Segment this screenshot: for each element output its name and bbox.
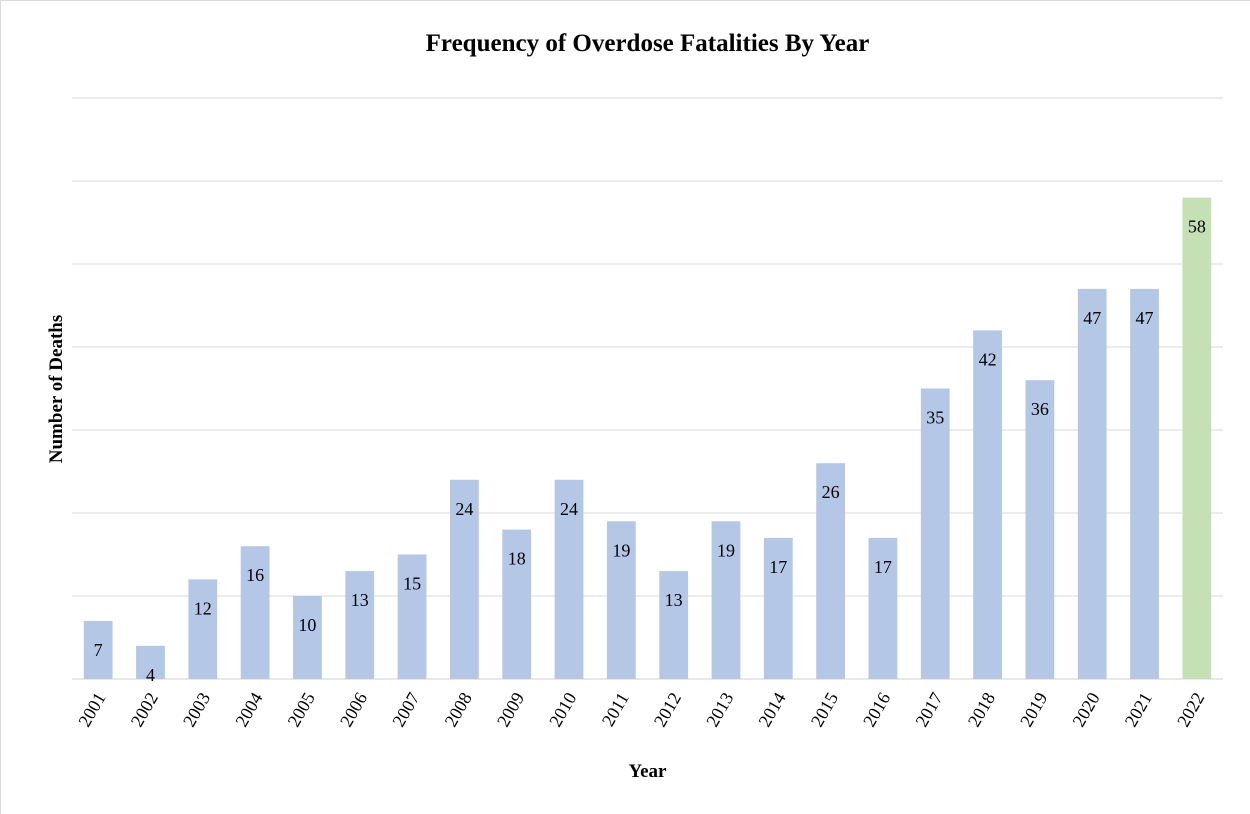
- bar-2020: [1077, 288, 1107, 679]
- x-axis-title: Year: [629, 761, 668, 782]
- data-label-2015: 26: [822, 482, 840, 502]
- bar-2015: [816, 463, 846, 679]
- data-label-2011: 19: [612, 540, 630, 560]
- x-tick-label-2020: 2020: [1068, 689, 1103, 730]
- data-labels: 7 4 12 16 10 13 15 24 18 24 19 13 19 17 26 17 35 42 36 47 47…: [94, 217, 1206, 685]
- bar-2007: [397, 554, 427, 679]
- bar-2010: [554, 479, 584, 679]
- x-tick-label-2021: 2021: [1121, 689, 1156, 730]
- data-label-2019: 36: [1031, 399, 1049, 419]
- x-tick-label-2016: 2016: [859, 689, 894, 730]
- x-tick-label-2007: 2007: [388, 689, 423, 730]
- bar-2018: [973, 330, 1002, 679]
- bar-2021: [1130, 288, 1159, 679]
- x-tick-label-2004: 2004: [231, 689, 266, 730]
- data-label-2020: 47: [1083, 308, 1101, 328]
- y-axis-title: Number of Deaths: [46, 315, 67, 463]
- x-tick-label-2018: 2018: [964, 689, 999, 730]
- x-tick-label-2010: 2010: [545, 689, 580, 730]
- gridlines: [72, 97, 1223, 680]
- bar-2002: [136, 645, 165, 679]
- x-tick-label-2012: 2012: [650, 689, 685, 730]
- x-tick-label-2002: 2002: [127, 689, 162, 730]
- bar-2006: [345, 571, 375, 679]
- bar-2016: [868, 537, 898, 679]
- data-label-2017: 35: [926, 408, 944, 428]
- bar-2017: [920, 388, 950, 679]
- bar-2004: [240, 546, 270, 679]
- x-tick-label-2011: 2011: [598, 689, 633, 730]
- bar-2003: [188, 579, 218, 679]
- x-tick-label-2009: 2009: [493, 689, 528, 730]
- data-label-2008: 24: [455, 499, 473, 519]
- x-tick-label-2001: 2001: [74, 689, 109, 730]
- x-tick-label-2022: 2022: [1173, 689, 1208, 730]
- data-label-2016: 17: [874, 557, 892, 577]
- x-tick-label-2014: 2014: [754, 689, 789, 730]
- data-label-2012: 13: [665, 590, 683, 610]
- data-label-2004: 16: [246, 565, 264, 585]
- x-tick-label-2005: 2005: [284, 689, 319, 730]
- bar-2013: [711, 521, 741, 679]
- bar-2019: [1025, 380, 1055, 679]
- x-tick-label-2006: 2006: [336, 689, 371, 730]
- data-label-2001: 7: [94, 640, 103, 660]
- data-label-2013: 19: [717, 540, 735, 560]
- bar-2014: [763, 537, 793, 679]
- bars: [83, 197, 1212, 679]
- x-tick-label-2008: 2008: [441, 689, 476, 730]
- data-label-2010: 24: [560, 499, 578, 519]
- data-label-2003: 12: [194, 598, 212, 618]
- bar-2012: [659, 571, 689, 679]
- data-label-2014: 17: [769, 557, 787, 577]
- data-label-2005: 10: [298, 615, 316, 635]
- data-label-2018: 42: [979, 349, 997, 369]
- x-tick-label-2015: 2015: [807, 689, 842, 730]
- data-label-2002: 4: [146, 665, 155, 685]
- x-tick-label-2013: 2013: [702, 689, 737, 730]
- bar-2011: [606, 521, 636, 679]
- x-tick-labels: 2001 2002 2003 2004 2005 2006 2007 2008 2009 2010…: [74, 689, 1208, 730]
- data-label-2007: 15: [403, 574, 421, 594]
- x-tick-label-2017: 2017: [911, 689, 946, 730]
- data-label-2021: 47: [1136, 308, 1154, 328]
- chart-title: Frequency of Overdose Fatalities By Year: [426, 30, 870, 57]
- x-tick-label-2019: 2019: [1016, 689, 1051, 730]
- bar-2009: [502, 529, 532, 679]
- data-label-2006: 13: [351, 590, 369, 610]
- x-tick-label-2003: 2003: [179, 689, 214, 730]
- bar-2001: [83, 620, 113, 679]
- bar-2008: [449, 479, 479, 679]
- bar-2022: [1182, 197, 1212, 679]
- bar-2005: [293, 596, 322, 679]
- data-label-2009: 18: [508, 549, 526, 569]
- data-label-2022: 58: [1188, 217, 1206, 237]
